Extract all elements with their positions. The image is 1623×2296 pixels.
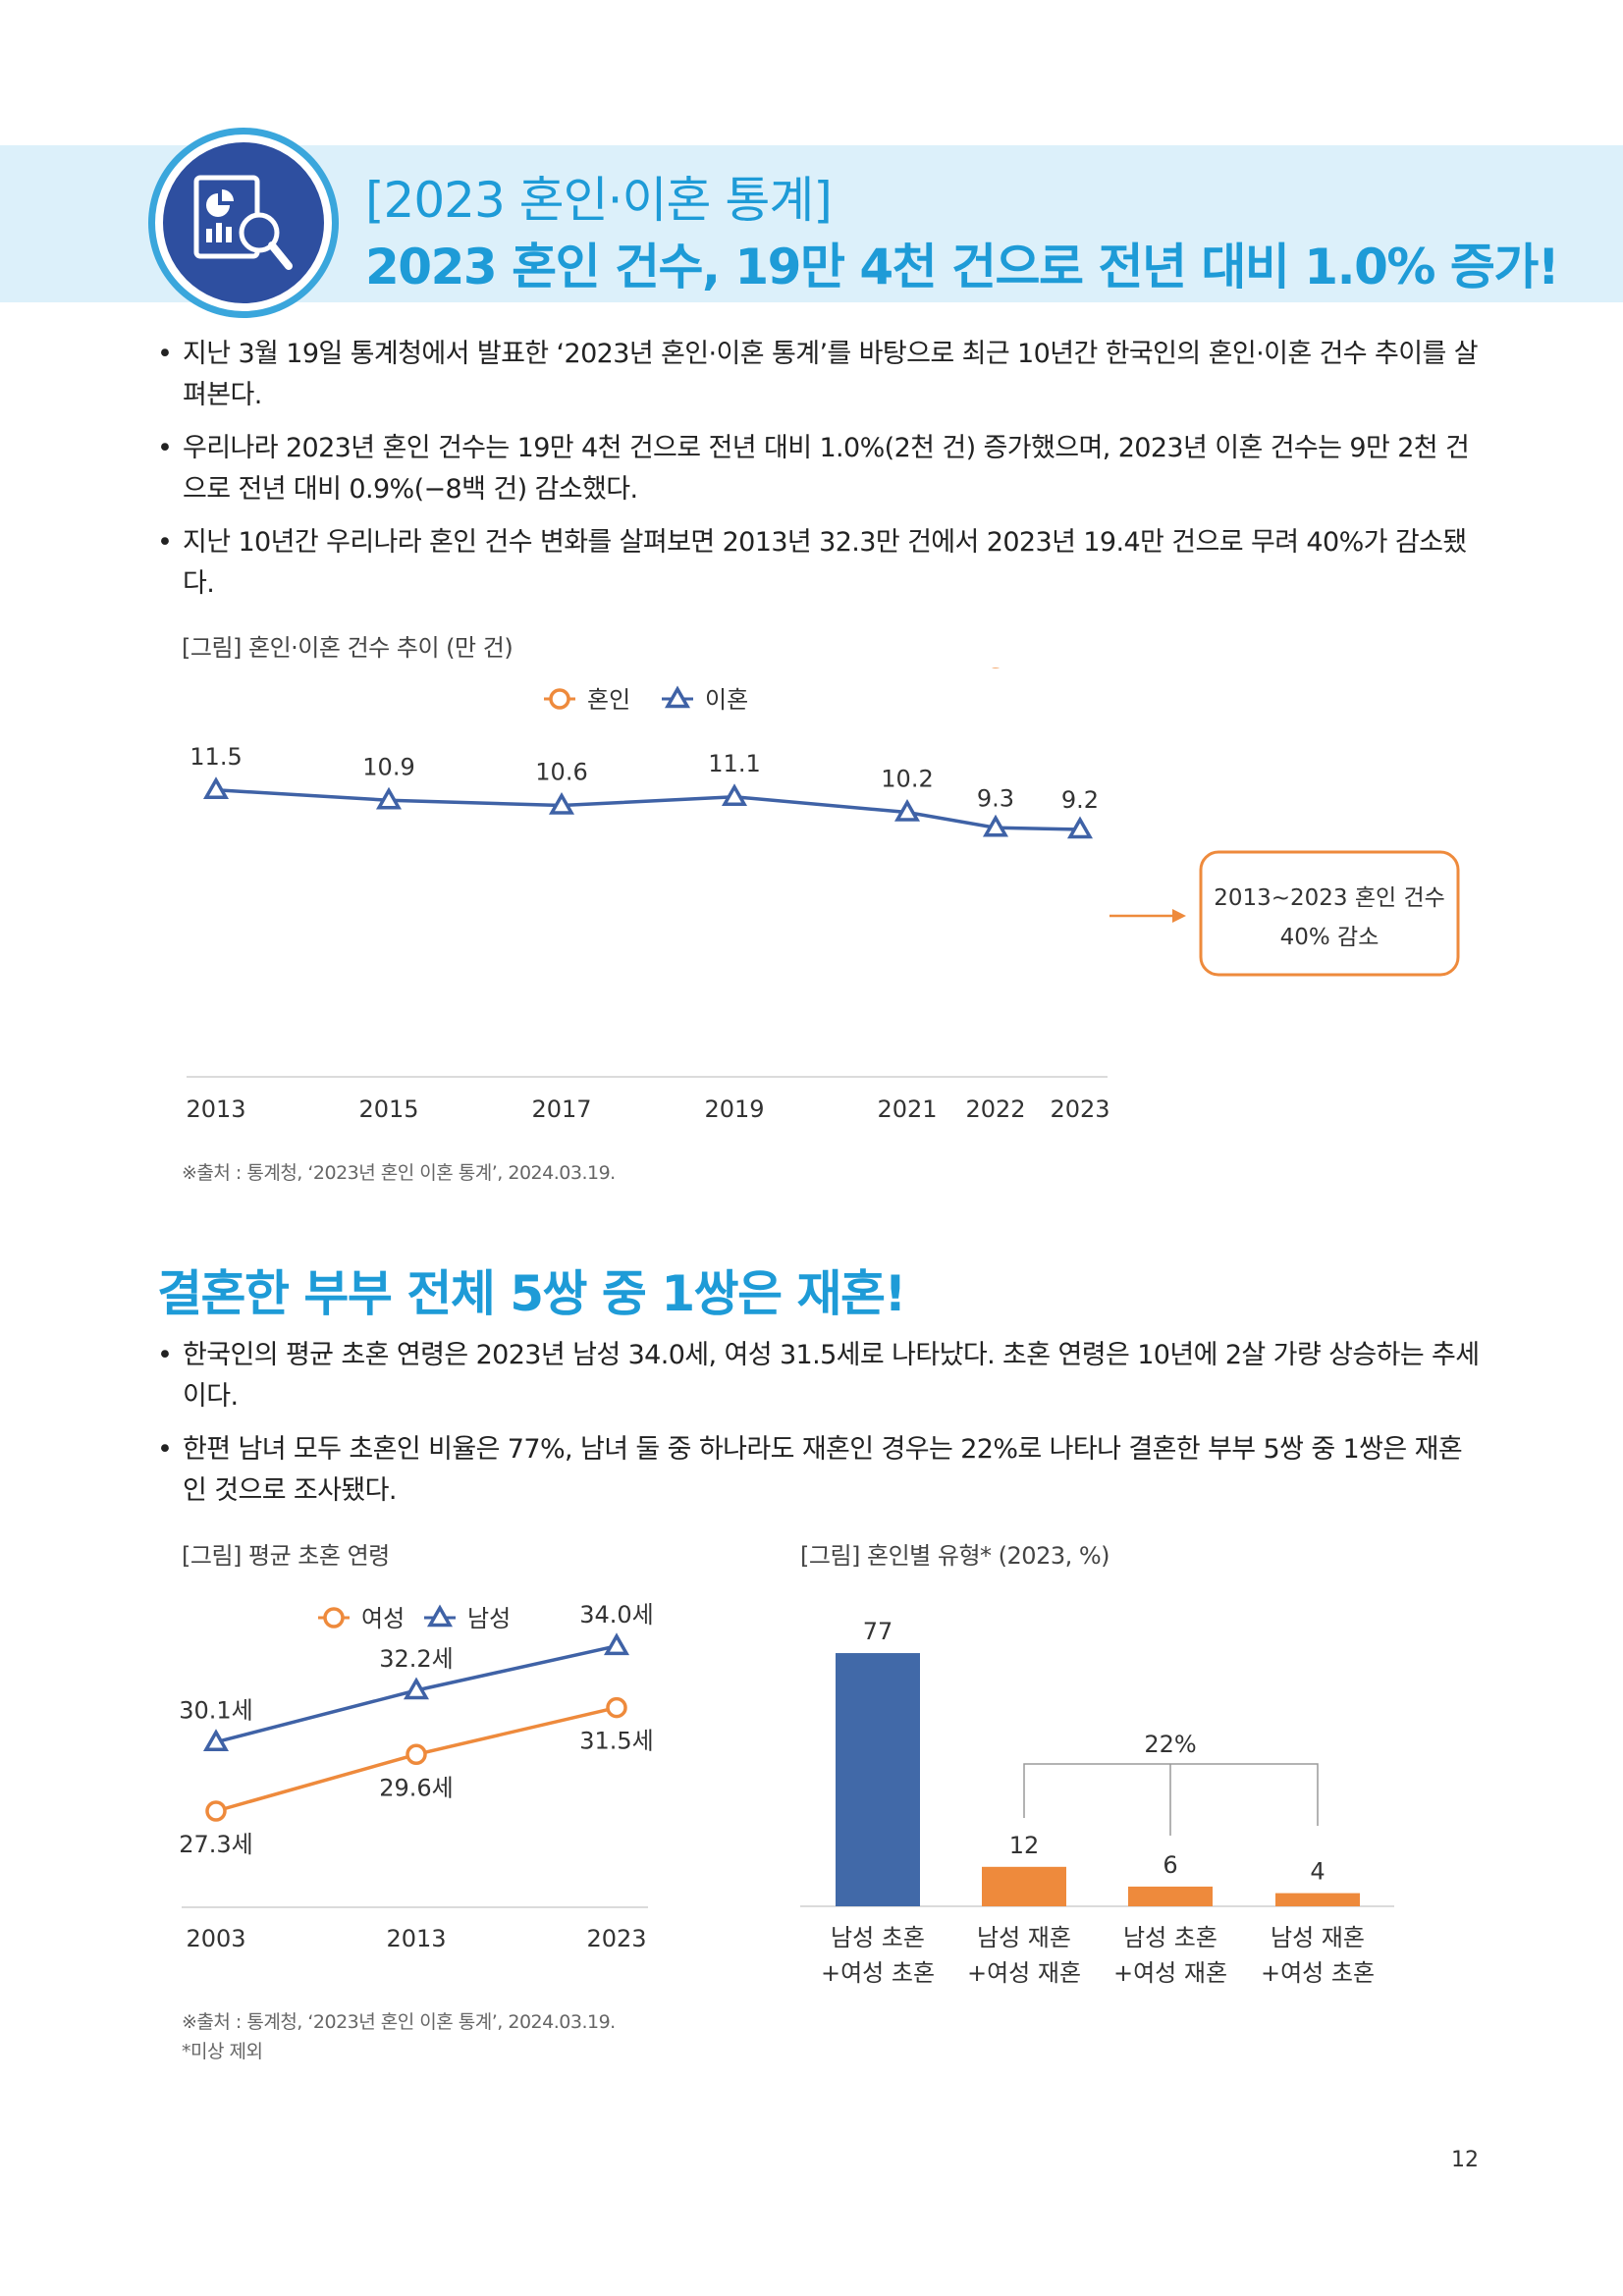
callout-box xyxy=(1199,850,1460,977)
figure3-caption: [그림] 혼인별 유형* (2023, %) xyxy=(800,1542,1110,1570)
age-series0-point-0 xyxy=(205,1800,227,1822)
legend-label-1: 이혼 xyxy=(705,686,748,714)
remarriage-bracket-label: 22% xyxy=(1144,1731,1196,1758)
series1-label-3: 11.1 xyxy=(708,750,760,777)
section2-bullet-2: 한편 남녀 모두 초혼인 비율은 77%, 남녀 둘 중 하나라도 재혼인 경우… xyxy=(157,1429,1483,1512)
age-series0-label-0: 27.3세 xyxy=(179,1831,253,1858)
legend-marker-1 xyxy=(664,685,691,709)
x-tick-label-2: 2017 xyxy=(531,1095,591,1123)
series1-label-6: 9.2 xyxy=(1061,786,1099,814)
age-series1-label-0: 30.1세 xyxy=(179,1697,253,1725)
figure2-source: ※출처 : 통계청, ‘2023년 혼인 이혼 통계’, 2024.03.19. xyxy=(182,2011,616,2033)
series1-point-4 xyxy=(893,798,921,822)
series1-point-5 xyxy=(982,814,1009,837)
intro-bullet-1: 지난 3월 19일 통계청에서 발표한 ‘2023년 혼인·이혼 통계’를 바탕… xyxy=(157,334,1483,416)
x-tick-label-1: 2015 xyxy=(358,1095,418,1123)
age-series0-point-2 xyxy=(606,1696,627,1719)
age-legend-marker-0 xyxy=(323,1607,345,1629)
series1-point-1 xyxy=(375,786,403,810)
type-bar-label-1: 12 xyxy=(1009,1832,1040,1859)
age-series0-point-1 xyxy=(406,1743,427,1766)
callout-text-line2: 40% 감소 xyxy=(1280,925,1380,950)
callout-text-line1: 2013~2023 혼인 건수 xyxy=(1214,885,1445,911)
type-category-line2-0: +여성 초혼 xyxy=(821,1959,935,1987)
age-legend-label-1: 남성 xyxy=(467,1605,511,1632)
type-bar-label-0: 77 xyxy=(863,1618,893,1645)
age-legend-marker-1 xyxy=(426,1604,454,1628)
age-legend-label-0: 여성 xyxy=(361,1605,405,1632)
age-x-tick-label-0: 2003 xyxy=(186,1925,245,1952)
x-tick-label-0: 2013 xyxy=(186,1095,245,1123)
type-category-line2-3: +여성 초혼 xyxy=(1261,1959,1375,1987)
figure2-caption: [그림] 평균 초혼 연령 xyxy=(182,1542,390,1570)
series1-label-5: 9.3 xyxy=(977,784,1014,812)
type-bar-1 xyxy=(982,1866,1066,1906)
header-title-line1: [2023 혼인·이혼 통계] xyxy=(365,172,833,229)
type-category-line1-0: 남성 초혼 xyxy=(831,1924,925,1951)
age-series1-point-0 xyxy=(202,1729,230,1751)
age-series1-point-2 xyxy=(603,1632,630,1656)
figure1-caption: [그림] 혼인·이혼 건수 추이 (만 건) xyxy=(182,634,514,662)
x-tick-label-6: 2023 xyxy=(1050,1095,1109,1123)
series1-point-6 xyxy=(1066,816,1094,839)
age-series1-label-2: 34.0세 xyxy=(579,1601,654,1629)
header-title-line2: 2023 혼인 건수, 19만 4천 건으로 전년 대비 1.0% 증가! xyxy=(365,239,1560,295)
series-line-1 xyxy=(215,788,1081,831)
age-x-tick-label-2: 2023 xyxy=(586,1925,646,1952)
first-marriage-age-chart: 여성 남성 27.3세 29.6세 31.5세 30.1세 32.2세 34.0세 2003 20… xyxy=(179,1601,654,1952)
series1-label-2: 10.6 xyxy=(535,759,587,786)
section2-title: 결혼한 부부 전체 5쌍 중 1쌍은 재혼! xyxy=(157,1265,906,1322)
series1-label-0: 11.5 xyxy=(189,743,242,771)
type-category-line1-1: 남성 재혼 xyxy=(977,1924,1071,1951)
age-series1-point-1 xyxy=(403,1677,430,1700)
legend-label-0: 혼인 xyxy=(587,686,630,714)
type-bar-3 xyxy=(1275,1893,1360,1906)
series1-point-0 xyxy=(202,776,230,799)
age-series1-label-1: 32.2세 xyxy=(379,1645,454,1673)
chart-magnifier-icon xyxy=(193,175,293,270)
x-tick-label-4: 2021 xyxy=(877,1095,937,1123)
legend-marker-0 xyxy=(549,688,570,710)
page-number: 12 xyxy=(1451,2148,1479,2172)
series1-label-4: 10.2 xyxy=(881,766,933,793)
type-category-line2-2: +여성 재혼 xyxy=(1113,1959,1227,1987)
type-bar-label-3: 4 xyxy=(1310,1858,1325,1886)
type-category-line1-2: 남성 초혼 xyxy=(1123,1924,1217,1951)
section2-bullet-list: 한국인의 평균 초혼 연령은 2023년 남성 34.0세, 여성 31.5세로… xyxy=(157,1335,1483,1523)
remarriage-bracket xyxy=(1023,1763,1319,1836)
intro-bullet-3: 지난 10년간 우리나라 혼인 건수 변화를 살펴보면 2013년 32.3만 … xyxy=(157,522,1483,605)
series1-point-2 xyxy=(548,791,575,815)
marriage-type-bar-chart: 77 남성 초혼 +여성 초혼 12 남성 재혼 +여성 재혼 6 남성 초혼 +여성 재혼 4 남… xyxy=(800,1618,1394,1987)
type-bar-0 xyxy=(836,1653,920,1906)
intro-bullet-2: 우리나라 2023년 혼인 건수는 19만 4천 건으로 전년 대비 1.0%(… xyxy=(157,428,1483,510)
age-series0-label-2: 31.5세 xyxy=(579,1728,654,1755)
figure1-source: ※출처 : 통계청, ‘2023년 혼인 이혼 통계’, 2024.03.19. xyxy=(182,1162,616,1184)
age-series0-label-1: 29.6세 xyxy=(379,1774,454,1801)
series1-label-1: 10.9 xyxy=(362,753,414,780)
intro-bullet-list: 지난 3월 19일 통계청에서 발표한 ‘2023년 혼인·이혼 통계’를 바탕… xyxy=(157,334,1483,616)
section2-bullet-1: 한국인의 평균 초혼 연령은 2023년 남성 34.0세, 여성 31.5세로… xyxy=(157,1335,1483,1417)
figure2-footnote: *미상 제외 xyxy=(182,2041,263,2062)
type-bar-label-2: 6 xyxy=(1163,1851,1177,1879)
x-tick-label-3: 2019 xyxy=(704,1095,764,1123)
header-badge xyxy=(155,134,332,311)
type-bar-2 xyxy=(1128,1886,1213,1906)
type-category-line2-1: +여성 재혼 xyxy=(967,1959,1081,1987)
x-tick-label-5: 2022 xyxy=(965,1095,1025,1123)
marriage-divorce-chart: 혼인이혼32.330.326.523.919.319.219.411.510.9… xyxy=(186,667,1460,1123)
series1-point-3 xyxy=(721,783,748,806)
type-category-line1-3: 남성 재혼 xyxy=(1271,1924,1365,1951)
age-x-tick-label-1: 2013 xyxy=(386,1925,446,1952)
callout-arrow-head xyxy=(1172,909,1186,923)
